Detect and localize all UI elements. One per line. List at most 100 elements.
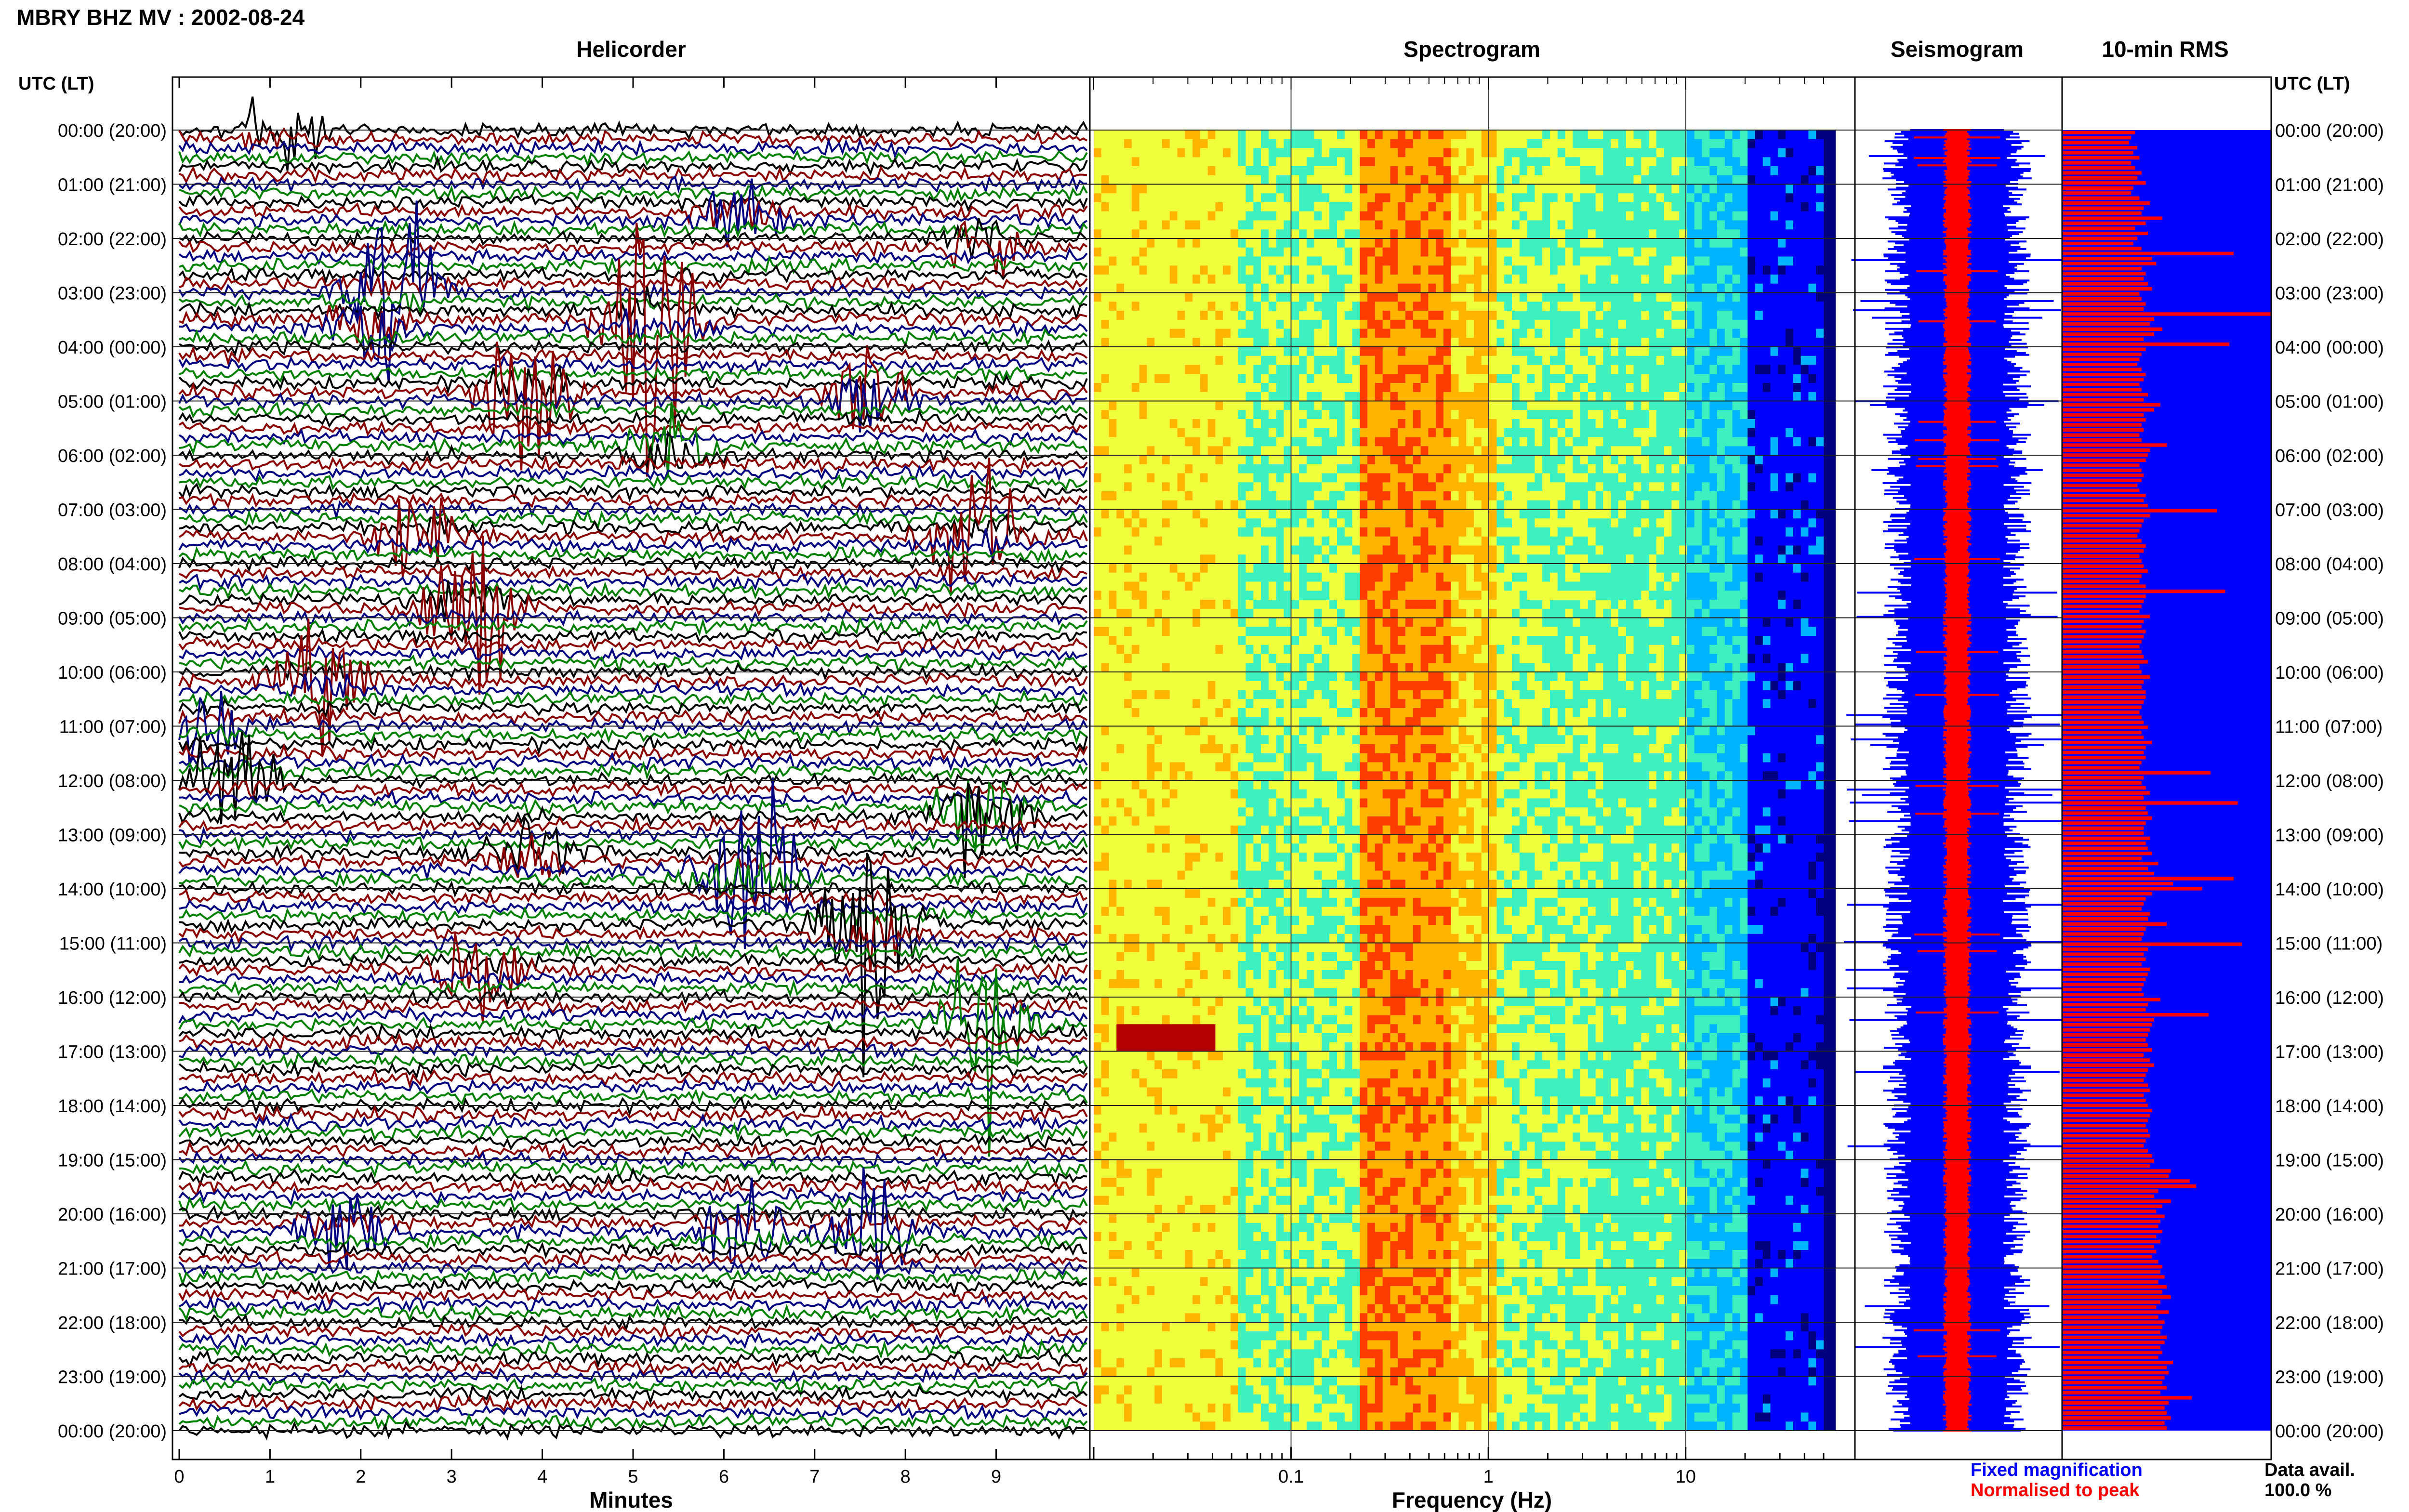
spectrogram-cell: [1549, 311, 1558, 320]
spectrogram-cell: [1778, 473, 1786, 483]
spectrogram-cell: [1816, 428, 1824, 438]
spectrogram-cell: [1299, 347, 1307, 356]
spectrogram-cell: [1740, 311, 1748, 320]
spectrogram-cell: [1732, 302, 1740, 311]
spectrogram-cell: [1413, 148, 1421, 158]
spectrogram-cell: [1314, 419, 1323, 429]
spectrogram-cell: [1344, 329, 1353, 338]
spectrogram-cell: [1413, 338, 1421, 347]
spectrogram-cell: [1611, 518, 1619, 528]
spectrogram-cell: [1314, 428, 1323, 438]
spectrogram-cell: [1451, 256, 1459, 266]
spectrogram-cell: [1686, 311, 1695, 320]
spectrogram-cell: [1732, 220, 1740, 230]
spectrogram-cell: [1626, 148, 1634, 158]
spectrogram-cell: [1253, 238, 1261, 248]
spectrogram-cell: [1207, 491, 1216, 501]
spectrogram-cell: [1245, 545, 1254, 555]
spectrogram-cell: [1702, 157, 1710, 167]
spectrogram-cell: [1633, 428, 1641, 438]
spectrogram-cell: [1215, 536, 1223, 546]
spectrogram-cell: [1618, 148, 1627, 158]
spectrogram-cell: [1177, 464, 1185, 474]
spectrogram-cell: [1808, 473, 1816, 483]
spectrogram-cell: [1192, 193, 1201, 203]
spectrogram-cell: [1253, 184, 1261, 194]
spectrogram-cell: [1800, 564, 1809, 573]
spectrogram-cell: [1382, 500, 1391, 510]
spectrogram-cell: [1694, 148, 1703, 158]
spectrogram-cell: [1322, 536, 1330, 546]
spectrogram-cell: [1223, 437, 1231, 447]
spectrogram-cell: [1504, 319, 1512, 329]
spectrogram-cell: [1778, 283, 1786, 293]
spectrogram-cell: [1382, 292, 1391, 302]
spectrogram-cell: [1535, 283, 1543, 293]
spectrogram-cell: [1139, 265, 1148, 275]
spectrogram-cell: [1694, 491, 1703, 501]
spectrogram-cell: [1094, 184, 1102, 194]
spectrogram-cell: [1116, 302, 1125, 311]
spectrogram-cell: [1724, 175, 1733, 185]
spectrogram-cell: [1504, 256, 1512, 266]
spectrogram-cell: [1329, 319, 1337, 329]
spectrogram-cell: [1398, 256, 1406, 266]
spectrogram-cell: [1185, 355, 1193, 366]
spectrogram-cell: [1109, 130, 1117, 140]
spectrogram-cell: [1793, 157, 1801, 167]
spectrogram-cell: [1094, 292, 1102, 302]
spectrogram-cell: [1405, 157, 1414, 167]
spectrogram-cell: [1420, 554, 1429, 564]
spectrogram-cell: [1109, 193, 1117, 203]
spectrogram-cell: [1398, 446, 1406, 456]
spectrogram-cell: [1253, 464, 1261, 474]
spectrogram-cell: [1207, 166, 1216, 176]
spectrogram-cell: [1314, 166, 1323, 176]
spectrogram-cell: [1633, 410, 1641, 420]
spectrogram-cell: [1139, 591, 1148, 600]
spectrogram-cell: [1147, 220, 1155, 230]
spectrogram-cell: [1770, 419, 1778, 429]
spectrogram-cell: [1641, 166, 1649, 176]
spectrogram-cell: [1535, 229, 1543, 239]
spectrogram-cell: [1762, 554, 1771, 564]
spectrogram-cell: [1162, 157, 1170, 167]
spectrogram-cell: [1618, 500, 1627, 510]
spectrogram-cell: [1649, 175, 1657, 185]
spectrogram-cell: [1512, 148, 1520, 158]
spectrogram-cell: [1253, 175, 1261, 185]
spectrogram-cell: [1656, 220, 1665, 230]
spectrogram-cell: [1504, 473, 1512, 483]
spectrogram-cell: [1580, 338, 1588, 347]
spectrogram-cell: [1223, 292, 1231, 302]
spectrogram-cell: [1542, 319, 1550, 329]
spectrogram-cell: [1360, 229, 1368, 239]
spectrogram-cell: [1527, 554, 1535, 564]
spectrogram-cell: [1724, 283, 1733, 293]
spectrogram-cell: [1755, 500, 1763, 510]
spectrogram-cell: [1519, 193, 1528, 203]
spectrogram-cell: [1207, 455, 1216, 465]
spectrogram-cell: [1474, 311, 1482, 320]
spectrogram-cell: [1420, 184, 1429, 194]
spectrogram-cell: [1443, 256, 1452, 266]
spectrogram-cell: [1793, 572, 1801, 582]
spectrogram-cell: [1131, 491, 1140, 501]
spectrogram-cell: [1573, 355, 1581, 366]
spectrogram-cell: [1679, 581, 1687, 591]
spectrogram-cell: [1223, 166, 1231, 176]
spectrogram-cell: [1398, 139, 1406, 149]
spectrogram-cell: [1557, 374, 1566, 383]
spectrogram-cell: [1375, 338, 1383, 347]
spectrogram-cell: [1770, 302, 1778, 311]
spectrogram-cell: [1109, 455, 1117, 465]
spectrogram-cell: [1215, 365, 1223, 374]
spectrogram-cell: [1337, 455, 1345, 465]
spectrogram-cell: [1245, 437, 1254, 447]
spectrogram-cell: [1169, 283, 1178, 293]
spectrogram-cell: [1344, 455, 1353, 465]
spectrogram-cell: [1215, 148, 1223, 158]
spectrogram-cell: [1762, 355, 1771, 366]
spectrogram-cell: [1755, 247, 1763, 257]
spectrogram-cell: [1519, 229, 1528, 239]
